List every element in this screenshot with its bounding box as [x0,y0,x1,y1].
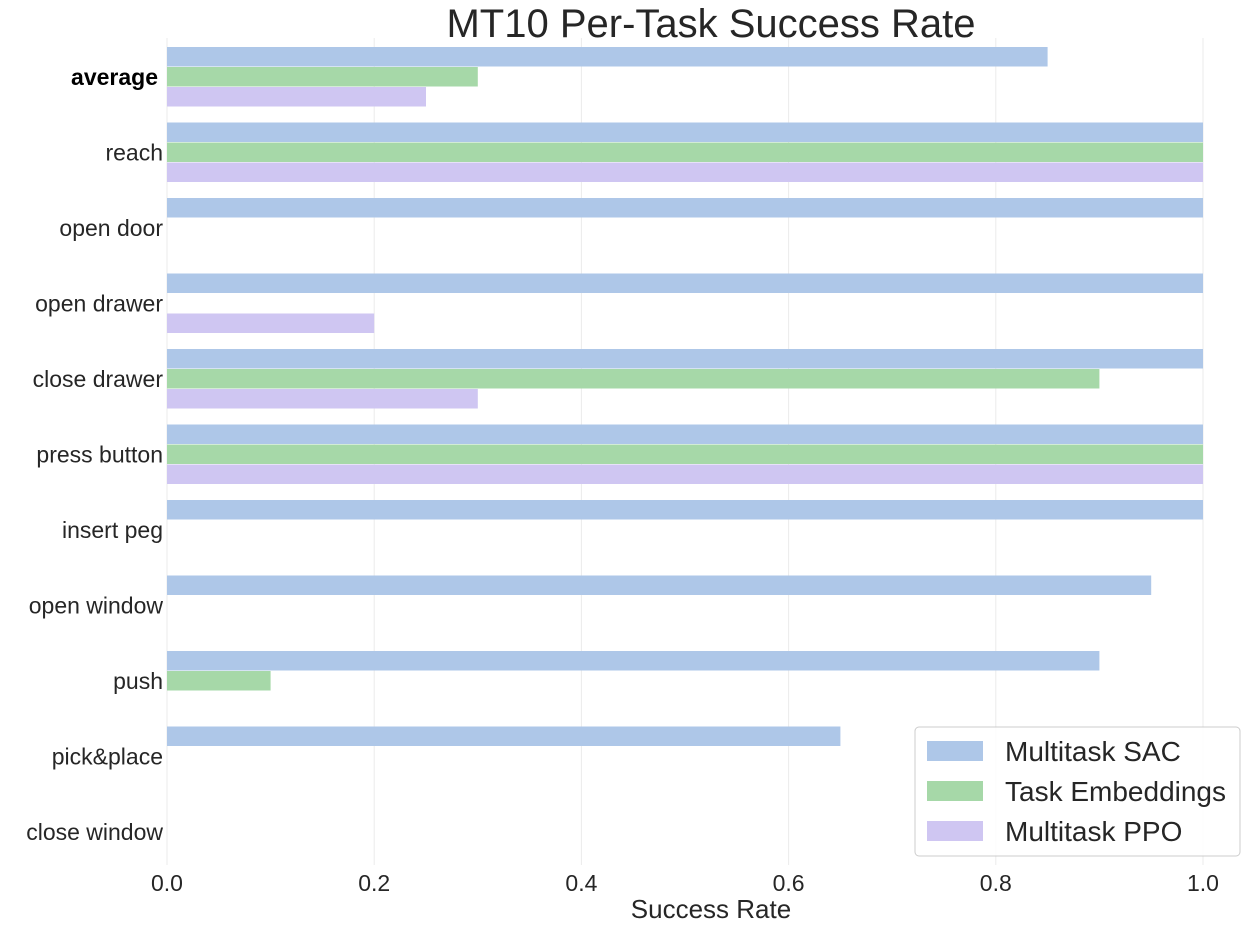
bar-task-embeddings-5 [167,444,1203,464]
bar-multitask-sac-3 [167,273,1203,293]
bar-multitask-ppo-1 [167,162,1203,182]
bar-multitask-sac-5 [167,424,1203,444]
bar-task-embeddings-8 [167,671,271,691]
y-tick-label: pick&place [52,743,163,769]
x-tick-label: 0.4 [565,870,597,896]
bar-multitask-sac-6 [167,500,1203,520]
legend-frame [914,726,1241,857]
legend-swatch [927,781,983,801]
y-tick-label: close drawer [33,366,164,392]
chart-title: MT10 Per-Task Success Rate [446,2,975,46]
x-tick-label: 1.0 [1187,870,1219,896]
bar-multitask-sac-1 [167,122,1203,142]
x-tick-label: 0.0 [151,870,183,896]
bar-task-embeddings-0 [167,67,478,87]
bar-task-embeddings-4 [167,369,1100,389]
bar-multitask-sac-7 [167,575,1152,595]
bar-multitask-ppo-0 [167,87,426,107]
bar-multitask-ppo-3 [167,313,375,333]
y-tick-labels: average reach open door open drawer close dr… [26,64,163,845]
legend-swatch [927,741,983,761]
y-tick-label: reach [105,139,163,165]
bar-multitask-sac-8 [167,651,1100,671]
legend-label: Multitask PPO [1005,816,1182,847]
y-tick-label: press button [36,441,163,467]
bar-multitask-sac-0 [167,47,1048,67]
bar-task-embeddings-1 [167,142,1203,162]
bar-multitask-sac-2 [167,198,1203,218]
legend: Multitask SAC Task Embeddings Multitask PP… [914,726,1241,857]
legend-label: Task Embeddings [1005,776,1226,807]
y-tick-label: close window [26,819,163,845]
bars-group [167,47,1203,746]
y-tick-label: open window [29,592,164,618]
legend-label: Multitask SAC [1005,736,1181,767]
y-tick-label: open drawer [35,290,163,316]
y-tick-label: open door [59,215,163,241]
y-tick-label: insert peg [62,517,163,543]
bar-multitask-ppo-4 [167,389,478,409]
x-tick-label: 0.2 [358,870,390,896]
x-axis-label: Success Rate [631,894,791,924]
bar-multitask-sac-9 [167,726,841,746]
x-tick-labels: 0.0 0.2 0.4 0.6 0.8 1.0 [151,870,1219,896]
y-tick-label: push [113,668,163,694]
y-tick-label: average [71,64,158,90]
x-tick-label: 0.8 [980,870,1012,896]
bar-multitask-sac-4 [167,349,1203,369]
x-tick-label: 0.6 [773,870,805,896]
legend-swatch [927,821,983,841]
bar-multitask-ppo-5 [167,464,1203,484]
